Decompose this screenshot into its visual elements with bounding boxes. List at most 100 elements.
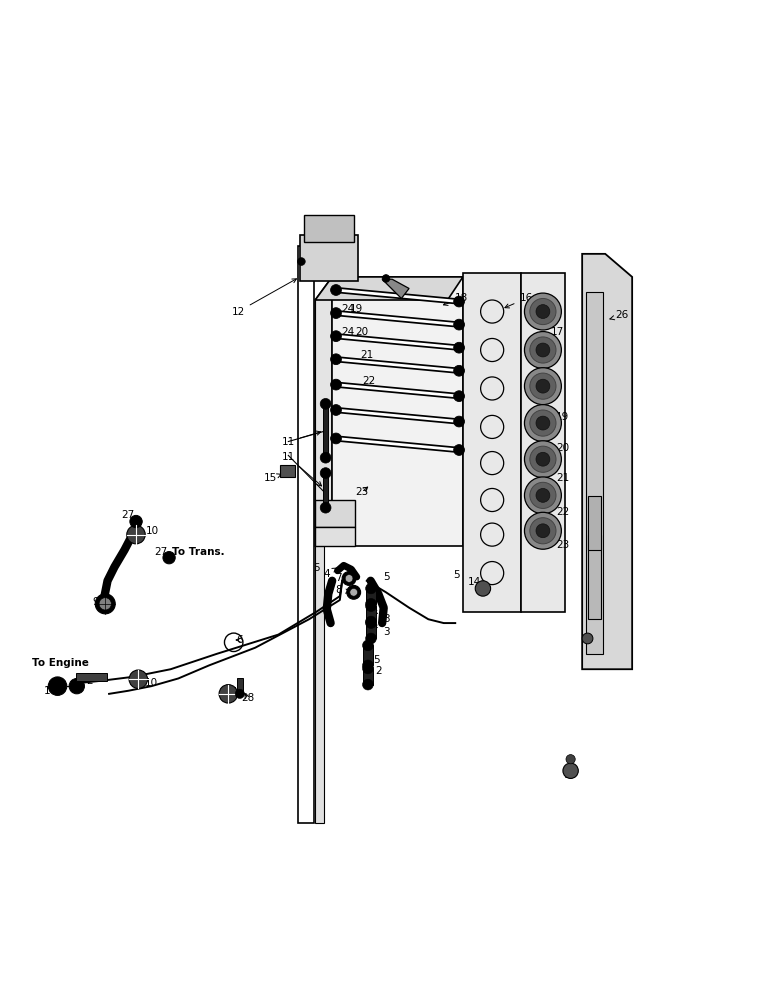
Circle shape — [454, 342, 465, 353]
Circle shape — [363, 663, 374, 674]
Circle shape — [530, 337, 556, 363]
Circle shape — [530, 373, 556, 399]
Polygon shape — [332, 277, 463, 546]
Text: 22: 22 — [557, 507, 570, 517]
Text: 26: 26 — [610, 310, 628, 320]
Text: 11: 11 — [282, 431, 320, 447]
Circle shape — [530, 298, 556, 325]
Bar — [323, 404, 328, 458]
Circle shape — [99, 598, 111, 610]
Text: 5: 5 — [313, 563, 320, 573]
Bar — [363, 645, 373, 665]
Circle shape — [536, 452, 550, 466]
Text: 3: 3 — [372, 610, 389, 624]
Circle shape — [129, 670, 147, 688]
Bar — [323, 475, 328, 508]
Text: 8: 8 — [335, 585, 350, 595]
Text: 18: 18 — [532, 376, 556, 388]
Circle shape — [342, 572, 356, 585]
Bar — [520, 273, 565, 612]
Text: 3: 3 — [372, 625, 389, 637]
Bar — [315, 300, 324, 823]
Text: 23: 23 — [355, 487, 368, 497]
Circle shape — [524, 477, 561, 514]
Text: 13: 13 — [564, 770, 577, 780]
Circle shape — [454, 445, 465, 455]
Circle shape — [219, 685, 238, 703]
Circle shape — [481, 338, 503, 362]
Circle shape — [582, 633, 593, 644]
Circle shape — [366, 601, 377, 612]
Circle shape — [363, 640, 374, 651]
Circle shape — [366, 633, 377, 644]
Bar — [297, 246, 314, 823]
Bar — [363, 668, 373, 685]
Circle shape — [524, 441, 561, 478]
Bar — [300, 235, 357, 281]
Circle shape — [366, 583, 377, 594]
Circle shape — [536, 305, 550, 318]
Circle shape — [536, 488, 550, 502]
Circle shape — [454, 296, 465, 307]
Bar — [366, 606, 376, 622]
Circle shape — [536, 343, 550, 357]
Text: 19: 19 — [350, 304, 364, 314]
Bar — [76, 673, 107, 681]
Circle shape — [347, 585, 361, 599]
Circle shape — [530, 446, 556, 472]
Circle shape — [524, 293, 561, 330]
Circle shape — [524, 512, 561, 549]
Circle shape — [366, 618, 377, 628]
Circle shape — [330, 331, 341, 342]
Circle shape — [366, 598, 377, 609]
Circle shape — [524, 405, 561, 442]
Circle shape — [481, 377, 503, 400]
Text: 25: 25 — [392, 285, 406, 300]
Text: 24: 24 — [341, 304, 354, 314]
Text: 11: 11 — [282, 452, 322, 486]
Circle shape — [69, 678, 84, 694]
Text: 20: 20 — [355, 327, 368, 337]
Circle shape — [481, 488, 503, 512]
Circle shape — [476, 581, 491, 596]
Text: 19: 19 — [557, 412, 570, 422]
Text: To Engine: To Engine — [32, 658, 89, 668]
Bar — [463, 273, 520, 612]
Circle shape — [330, 285, 341, 295]
Circle shape — [330, 308, 341, 318]
Text: 16: 16 — [505, 293, 533, 308]
Text: 28: 28 — [241, 693, 254, 703]
Text: 9: 9 — [92, 597, 105, 607]
Circle shape — [536, 416, 550, 430]
Bar — [366, 588, 376, 604]
Text: 1: 1 — [44, 686, 56, 696]
Circle shape — [350, 588, 357, 596]
Circle shape — [235, 689, 245, 698]
Polygon shape — [315, 500, 355, 527]
Circle shape — [320, 468, 331, 478]
Polygon shape — [382, 279, 409, 298]
Circle shape — [481, 300, 503, 323]
Circle shape — [454, 391, 465, 402]
Text: 18: 18 — [443, 293, 468, 305]
Bar — [586, 292, 603, 654]
Circle shape — [536, 379, 550, 393]
Text: 10: 10 — [146, 526, 159, 536]
Bar — [303, 215, 354, 242]
Circle shape — [563, 763, 578, 778]
Circle shape — [163, 552, 175, 564]
Text: 5: 5 — [383, 572, 389, 582]
Circle shape — [345, 575, 353, 582]
Text: 14: 14 — [468, 577, 484, 587]
Polygon shape — [315, 277, 332, 546]
Text: 27: 27 — [122, 510, 135, 520]
Circle shape — [330, 354, 341, 365]
Circle shape — [536, 524, 550, 538]
Text: 10: 10 — [232, 687, 245, 697]
Circle shape — [382, 275, 390, 282]
Bar — [587, 535, 601, 619]
Text: 24: 24 — [341, 327, 354, 337]
Circle shape — [481, 452, 503, 475]
Circle shape — [366, 616, 377, 627]
Bar — [237, 678, 243, 694]
